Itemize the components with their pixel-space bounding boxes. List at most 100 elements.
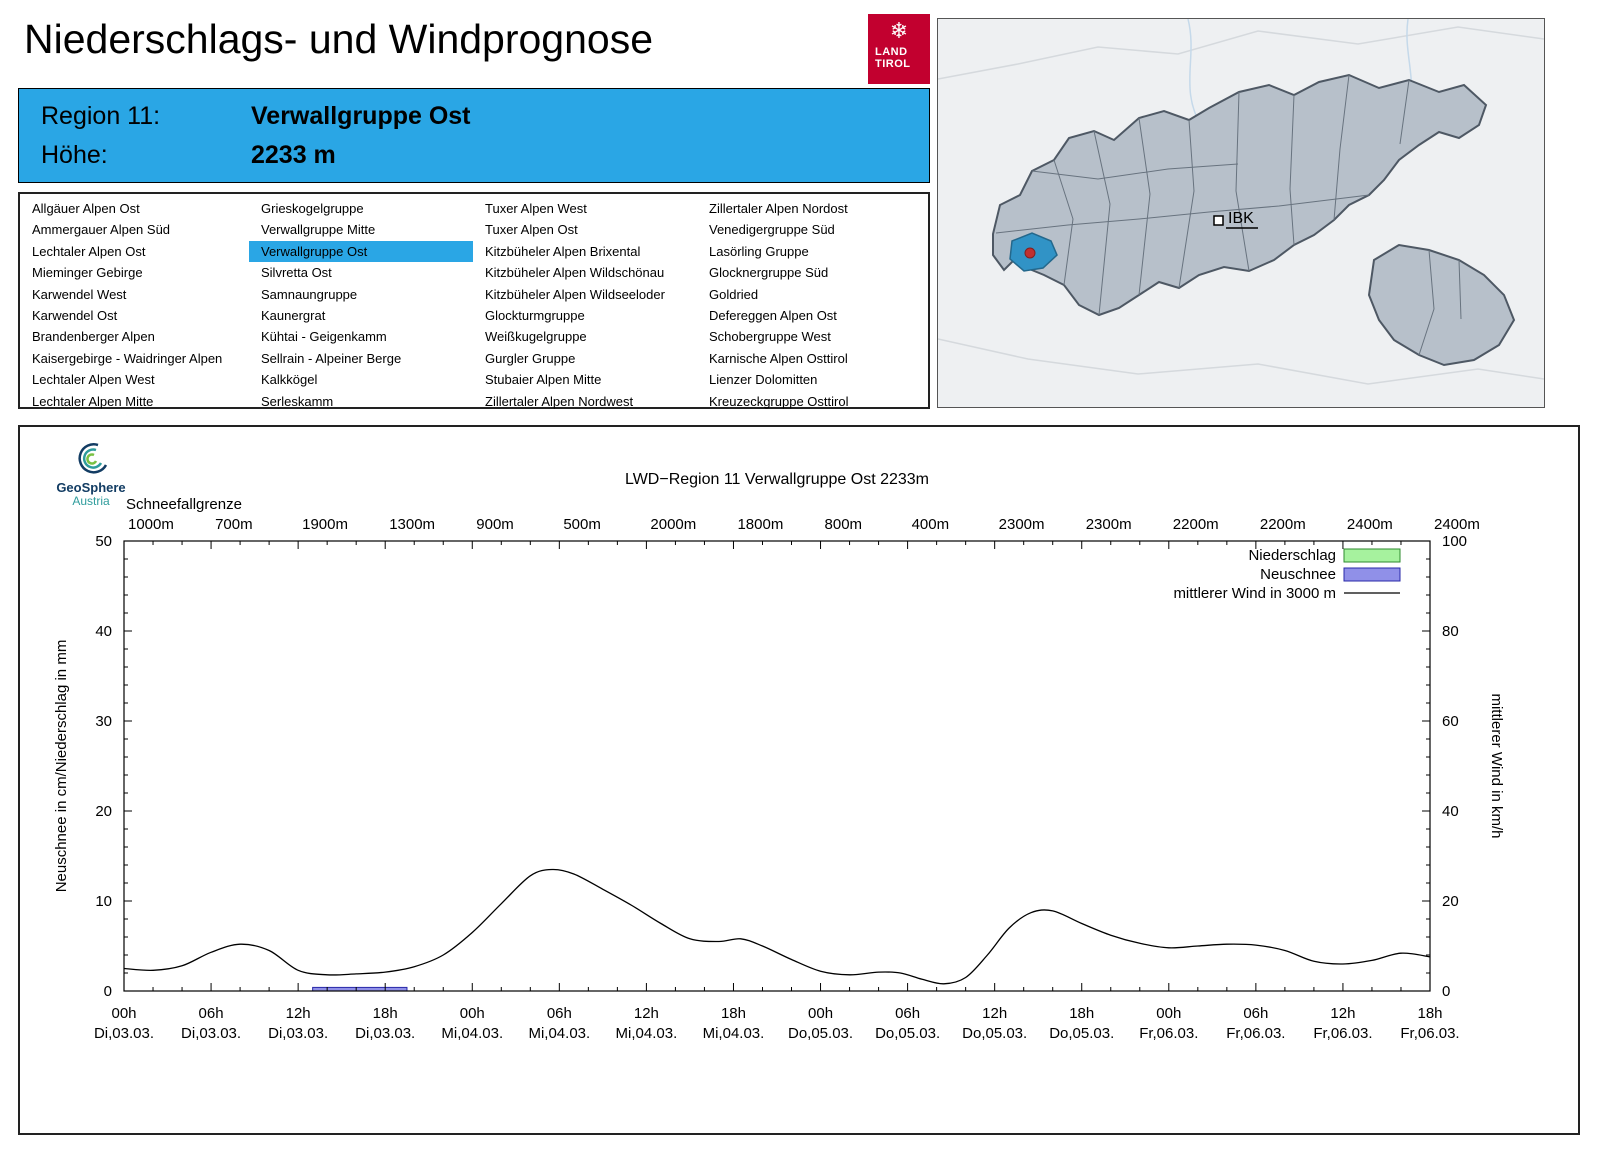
y-left-tick: 30 bbox=[95, 713, 112, 730]
region-item[interactable]: Karwendel Ost bbox=[32, 307, 118, 323]
region-item[interactable]: Zillertaler Alpen Nordost bbox=[709, 201, 848, 216]
x-tick-hour: 00h bbox=[460, 1005, 485, 1022]
region-item[interactable]: Stubaier Alpen Mitte bbox=[485, 372, 602, 388]
x-tick-hour: 06h bbox=[547, 1005, 572, 1022]
y-left-tick: 0 bbox=[104, 983, 112, 1000]
logo-line-1: LAND bbox=[875, 46, 908, 58]
district-borders bbox=[995, 74, 1410, 316]
region-item[interactable]: Kühtai - Geigenkamm bbox=[261, 329, 387, 345]
land-tirol-logo: ❄ LAND TIROL bbox=[868, 14, 930, 84]
region-item[interactable]: Brandenberger Alpen bbox=[32, 329, 155, 345]
y-right-tick: 100 bbox=[1442, 533, 1467, 550]
region-item[interactable]: Silvretta Ost bbox=[261, 265, 332, 281]
region-item[interactable]: Tuxer Alpen West bbox=[485, 201, 587, 216]
region-item[interactable]: Verwallgruppe Ost bbox=[249, 240, 473, 263]
x-tick-date: Do,05.03. bbox=[1049, 1025, 1114, 1042]
region-item[interactable]: Lasörling Gruppe bbox=[709, 243, 809, 259]
region-item[interactable]: Kalkkögel bbox=[261, 372, 318, 388]
region-item[interactable]: Kreuzeckgruppe Osttirol bbox=[709, 393, 849, 409]
region-item[interactable]: Samnaungruppe bbox=[261, 286, 358, 302]
forecast-chart-panel: GeoSphere Austria 00h Di,03.03. 1000m 06h Di… bbox=[18, 425, 1580, 1135]
tirol-map-svg: IBK bbox=[937, 18, 1545, 385]
region-item[interactable]: Schobergruppe West bbox=[709, 329, 831, 345]
region-item[interactable]: Lienzer Dolomitten bbox=[709, 372, 818, 388]
x-tick-date: Di,03.03. bbox=[268, 1025, 328, 1042]
region-item[interactable]: Zillertaler Alpen Nordwest bbox=[485, 393, 634, 409]
region-item[interactable]: Lechtaler Alpen Ost bbox=[32, 243, 146, 259]
region-item[interactable]: Karwendel West bbox=[32, 286, 127, 302]
snowline-value: 900m bbox=[476, 516, 514, 533]
snowline-value: 2300m bbox=[1086, 516, 1132, 533]
snowline-label: Schneefallgrenze bbox=[126, 496, 242, 513]
region-item[interactable]: Tuxer Alpen Ost bbox=[485, 222, 578, 238]
region-item[interactable]: Venedigergruppe Süd bbox=[709, 222, 835, 238]
legend-label: mittlerer Wind in 3000 m bbox=[1173, 585, 1336, 602]
region-item[interactable]: Allgäuer Alpen Ost bbox=[32, 201, 140, 216]
y-left-tick: 20 bbox=[95, 803, 112, 820]
region-item[interactable]: Kitzbüheler Alpen Brixental bbox=[485, 243, 641, 259]
region-item[interactable]: Grieskogelgruppe bbox=[261, 201, 364, 216]
x-tick-date: Di,03.03. bbox=[355, 1025, 415, 1042]
x-tick-date: Fr,06.03. bbox=[1139, 1025, 1198, 1042]
ibk-label: IBK bbox=[1228, 210, 1254, 227]
snowline-value: 1800m bbox=[737, 516, 783, 533]
region-number-label: Region 11: bbox=[41, 101, 161, 130]
region-item[interactable]: Defereggen Alpen Ost bbox=[709, 307, 837, 323]
snowflake-icon: ❄ bbox=[889, 18, 909, 43]
region-item[interactable]: Gurgler Gruppe bbox=[485, 350, 576, 366]
x-tick-date: Fr,06.03. bbox=[1400, 1025, 1459, 1042]
x-tick-hour: 12h bbox=[634, 1005, 659, 1022]
region-column-2: Grieskogelgruppe Verwallgruppe Mitte Verwa… bbox=[249, 198, 473, 409]
snowline-value: 1900m bbox=[302, 516, 348, 533]
region-item[interactable]: Kitzbüheler Alpen Wildseeloder bbox=[485, 286, 665, 302]
region-name-value: Verwallgruppe Ost bbox=[251, 101, 471, 130]
region-item[interactable]: Goldried bbox=[709, 286, 759, 302]
snowline-value: 700m bbox=[215, 516, 253, 533]
east-district-borders bbox=[1418, 249, 1462, 356]
x-tick-date: Mi,04.03. bbox=[703, 1025, 765, 1042]
region-item[interactable]: Lechtaler Alpen Mitte bbox=[32, 393, 154, 409]
x-tick-date: Di,03.03. bbox=[94, 1025, 154, 1042]
region-item[interactable]: Weißkugelgruppe bbox=[485, 329, 587, 345]
east-tirol-region[interactable] bbox=[1367, 243, 1516, 367]
x-tick-hour: 12h bbox=[286, 1005, 311, 1022]
region-list: Allgäuer Alpen Ost Ammergauer Alpen Süd Le… bbox=[18, 192, 930, 409]
x-tick-hour: 00h bbox=[111, 1005, 136, 1022]
altitude-info-row: Höhe: 2233 m bbox=[19, 141, 929, 170]
land-tirol-logo-text: LAND TIROL bbox=[868, 46, 911, 70]
region-item[interactable]: Kitzbüheler Alpen Wildschönau bbox=[485, 265, 665, 281]
snowline-value: 1000m bbox=[128, 516, 174, 533]
x-tick-hour: 12h bbox=[982, 1005, 1007, 1022]
region-item[interactable]: Karnische Alpen Osttirol bbox=[709, 350, 848, 366]
legend-swatch bbox=[1343, 548, 1401, 563]
snowline-value: 1300m bbox=[389, 516, 435, 533]
legend-label: Neuschnee bbox=[1260, 566, 1336, 583]
y-left-tick: 10 bbox=[95, 893, 112, 910]
geosphere-country: Austria bbox=[72, 494, 110, 508]
region-item[interactable]: Sellrain - Alpeiner Berge bbox=[261, 350, 402, 366]
region-info-box: Region 11: Verwallgruppe Ost Höhe: 2233 … bbox=[18, 88, 930, 183]
x-tick-hour: 06h bbox=[1243, 1005, 1268, 1022]
ibk-marker bbox=[1213, 215, 1224, 226]
plot-frame bbox=[123, 540, 1431, 992]
region-item[interactable]: Mieminger Gebirge bbox=[32, 265, 143, 281]
north-tirol-region[interactable] bbox=[992, 73, 1488, 317]
region-item[interactable]: Glockturmgruppe bbox=[485, 307, 585, 323]
region-item[interactable]: Ammergauer Alpen Süd bbox=[32, 222, 171, 238]
region-item[interactable]: Lechtaler Alpen West bbox=[32, 372, 155, 388]
geosphere-logo-icon bbox=[78, 443, 108, 474]
x-tick-hour: 18h bbox=[721, 1005, 746, 1022]
x-tick-hour: 18h bbox=[373, 1005, 398, 1022]
snowline-value: 2400m bbox=[1347, 516, 1393, 533]
region-column-1: Allgäuer Alpen Ost Ammergauer Alpen Süd Le… bbox=[20, 198, 249, 409]
region-item[interactable]: Kaisergebirge - Waidringer Alpen bbox=[32, 350, 223, 366]
region-item[interactable]: Kaunergrat bbox=[261, 307, 326, 323]
tirol-overview-map[interactable]: IBK bbox=[937, 18, 1545, 408]
x-tick-date: Do,05.03. bbox=[962, 1025, 1027, 1042]
region-item[interactable]: Glocknergruppe Süd bbox=[709, 265, 829, 281]
region-item[interactable]: Serleskamm bbox=[261, 393, 334, 409]
y-left-tick: 50 bbox=[95, 533, 112, 550]
region-column-3: Tuxer Alpen West Tuxer Alpen Ost Kitzbühel… bbox=[473, 198, 697, 409]
region-item[interactable]: Verwallgruppe Mitte bbox=[261, 222, 376, 238]
x-tick-hour: 18h bbox=[1417, 1005, 1442, 1022]
